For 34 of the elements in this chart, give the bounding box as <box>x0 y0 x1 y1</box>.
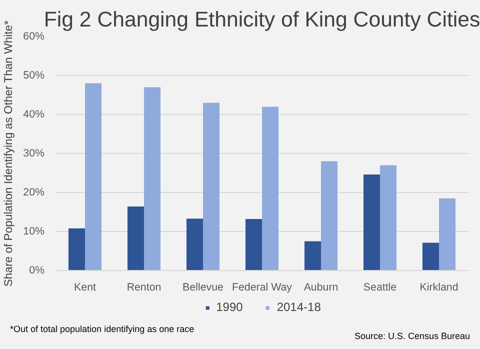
chart-title: Fig 2 Changing Ethnicity of King County Cities <box>44 8 480 32</box>
y-tick-label: 50% <box>23 70 46 82</box>
source-note: Source: U.S. Census Bureau <box>354 330 470 343</box>
y-tick-label: 0% <box>29 264 46 276</box>
bar <box>439 198 456 270</box>
bar <box>68 228 85 270</box>
y-tick-label: 40% <box>23 108 46 120</box>
legend-label: 2014-18 <box>276 300 321 314</box>
bar <box>186 218 203 270</box>
bar <box>245 219 262 270</box>
bar <box>380 165 397 270</box>
bar <box>422 242 439 270</box>
y-axis-title: Share of Population Identifying as Other Than White* <box>3 20 16 287</box>
bar <box>262 106 279 270</box>
x-tick-label: Renton <box>126 282 162 294</box>
bar <box>321 161 338 270</box>
y-tick-label: 20% <box>23 186 46 198</box>
text: *Out of total population identifying as one race <box>10 323 194 335</box>
bar <box>304 241 321 270</box>
bar <box>127 206 144 270</box>
y-tick-label: 30% <box>23 148 46 160</box>
bar <box>144 87 161 270</box>
y-tick-label: 60% <box>23 30 46 42</box>
legend-label: 1990 <box>216 300 243 314</box>
x-tick-label: Auburn <box>304 282 338 294</box>
x-tick-label: Seattle <box>363 282 397 294</box>
x-tick-label: Federal Way <box>232 282 293 294</box>
bar <box>363 174 380 270</box>
x-tick-label: Bellevue <box>182 282 224 294</box>
bar <box>85 83 102 270</box>
x-tick-label: Kirkland <box>420 282 458 294</box>
y-tick-label: 10% <box>23 226 46 238</box>
bar <box>203 102 220 270</box>
x-tick-label: Kent <box>74 282 96 294</box>
